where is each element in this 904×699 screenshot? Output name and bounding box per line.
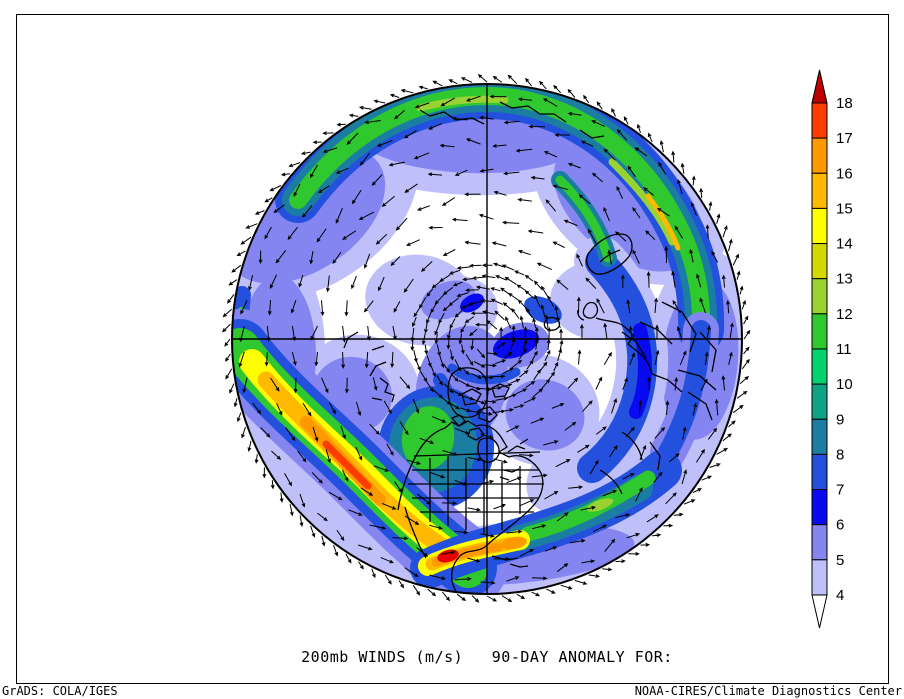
- right-rim-blue: [658, 320, 711, 462]
- europe-coast: [595, 317, 653, 375]
- grads-attribution: GrADS: COLA/IGES: [2, 684, 118, 698]
- colorbar-label: 10: [836, 376, 853, 393]
- russia-borders: [661, 301, 717, 421]
- rim-vectors: [222, 74, 751, 603]
- hudson-bay: [477, 437, 500, 463]
- bering-coast: [343, 331, 387, 377]
- siberia-coast: [419, 101, 605, 139]
- greenland: [447, 367, 489, 419]
- iceland: [543, 316, 561, 331]
- north-america: [397, 420, 544, 594]
- colorbar-segment: [811, 313, 828, 350]
- anomaly-regions: [232, 84, 742, 594]
- colorbar-label: 16: [836, 165, 853, 182]
- colorbar-label: 15: [836, 200, 853, 217]
- labrador-coast: [507, 438, 529, 453]
- colorbar: 18 17 16 15 14 13 12 11 10 9 8 7 6 5 4: [811, 69, 853, 629]
- plot-title-line1: 200mb WINDS (m/s) 90-DAY ANOMALY FOR:: [301, 648, 673, 666]
- europe-borders: [621, 321, 683, 393]
- europe-spur-green: [555, 175, 613, 263]
- colorbar-segment: [811, 243, 828, 280]
- colorbar-segment: [811, 278, 828, 315]
- plot-frame: [16, 14, 889, 684]
- gulf-jet-orange-blob: [501, 536, 527, 550]
- british-isles: [577, 301, 599, 321]
- map-boundary-circle: [231, 83, 743, 595]
- atlantic-jet-green: [520, 470, 656, 542]
- polar-vortex-vectors: [410, 262, 564, 416]
- colorbar-label: 13: [836, 271, 853, 288]
- pole-deep-blue-e: [493, 329, 539, 359]
- colorbar-segment: [811, 524, 828, 561]
- noaa-attribution: NOAA-CIRES/Climate Diagnostics Center: [634, 684, 902, 698]
- colorbar-label: 8: [836, 446, 844, 463]
- arctic-islands: [451, 383, 510, 441]
- alaska-coast: [371, 377, 395, 403]
- mid-inner-e: [505, 379, 585, 451]
- colorbar-label: 12: [836, 306, 853, 323]
- colorbar-label: 7: [836, 482, 844, 499]
- pole-blue-arc: [447, 363, 521, 385]
- top-jet-gold: [645, 193, 681, 251]
- pacific-jet-red: [322, 440, 372, 490]
- wind-vector-field: [222, 74, 751, 603]
- colorbar-bottom-arrow: [811, 594, 828, 629]
- colorbar-segment: [811, 559, 828, 596]
- colorbar-top-arrow: [811, 69, 828, 104]
- colorbar-segment: [811, 453, 828, 491]
- colorbar-segment: [811, 137, 828, 174]
- top-jet-yellowgreen-a: [416, 95, 509, 112]
- colorbar-segment: [811, 207, 828, 245]
- colorbar-segment: [811, 348, 828, 385]
- colorbar-label: 4: [836, 587, 844, 604]
- baja-california: [404, 506, 427, 559]
- us-state-borders: [408, 456, 544, 534]
- circumpolar-vectors: [238, 94, 734, 585]
- colorbar-label: 11: [836, 341, 852, 358]
- colorbar-segment: [811, 383, 828, 420]
- colorbar-label: 9: [836, 411, 844, 428]
- canada-us-border: [413, 451, 541, 457]
- colorbar-segment: [811, 418, 828, 455]
- colorbar-label: 6: [836, 517, 844, 534]
- colorbar-segment: [811, 172, 828, 209]
- colorbar-label: 18: [836, 95, 853, 112]
- coastlines: [343, 101, 717, 594]
- colorbar-label: 5: [836, 552, 844, 569]
- colorbar-segment: [811, 489, 828, 526]
- top-jet-yellowgreen-b: [608, 158, 676, 246]
- colorbar-segment: [811, 102, 828, 139]
- plot-title: 200mb WINDS (m/s) 90-DAY ANOMALY FOR: Th…: [16, 615, 904, 699]
- colorbar-label: 14: [836, 236, 853, 253]
- colorbar-label: 17: [836, 130, 853, 147]
